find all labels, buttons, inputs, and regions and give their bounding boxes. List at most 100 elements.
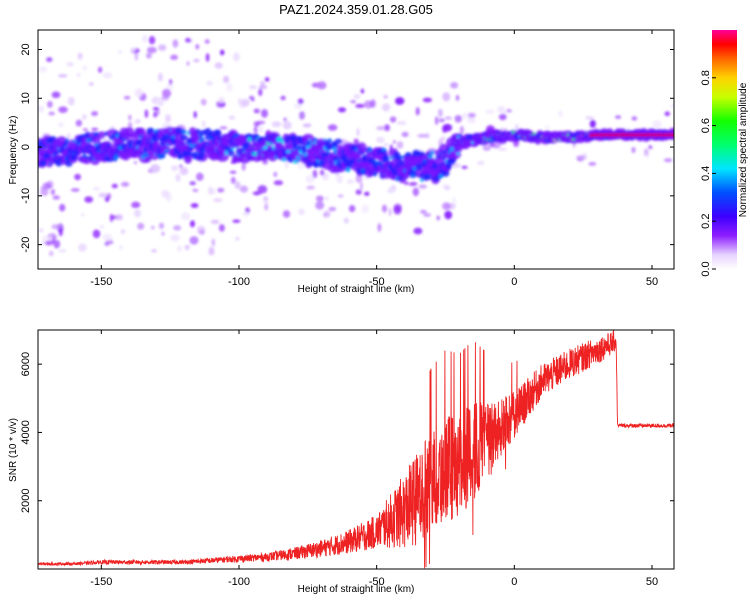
heatmap-noise-blob [223,75,230,83]
heatmap-band-blob [447,157,457,164]
heatmap-band-blob [430,150,435,156]
heatmap-noise-blob [189,181,196,186]
heatmap-noise-blob [50,189,56,195]
heatmap-band-blob [85,155,89,159]
heatmap-band-blob [313,160,320,168]
heatmap-noise-blob [438,118,445,123]
x-tick-label: -100 [228,276,250,288]
heatmap-noise-blob [461,165,468,169]
heatmap-noise-blob [218,102,226,107]
heatmap-noise-blob [257,185,268,194]
heatmap-noise-blob [128,114,132,121]
heatmap-noise-blob [343,217,349,224]
heatmap-noise-blob [133,160,138,165]
heatmap-noise-blob [248,85,257,90]
heatmap-noise-blob [81,213,85,217]
heatmap-noise-blob [158,222,165,230]
heatmap-noise-blob [409,181,418,186]
x-tick-label: -150 [90,276,112,288]
x-tick-label: -50 [369,576,385,588]
heatmap-noise-blob [376,136,385,144]
heatmap-noise-blob [130,47,136,52]
heatmap-noise-blob [242,212,250,217]
heatmap-noise-blob [144,109,149,118]
heatmap-noise-blob [558,110,563,118]
heatmap-noise-blob [258,85,268,90]
heatmap-noise-blob [190,220,195,228]
heatmap-noise-blob [452,196,456,205]
heatmap-band-blob [388,156,395,160]
heatmap-noise-blob [544,125,550,129]
heatmap-noise-blob [121,229,125,234]
heatmap-noise-blob [241,162,246,171]
heatmap-noise-blob [506,109,512,113]
heatmap-noise-blob [393,205,402,215]
heatmap-band-blob [173,151,177,155]
heatmap-noise-blob [92,229,101,239]
heatmap-noise-blob [355,174,363,183]
heatmap-band-blob [333,149,337,155]
heatmap-noise-blob [66,62,74,67]
heatmap-noise-blob [118,50,122,54]
heatmap-noise-blob [328,206,337,212]
heatmap-noise-blob [284,161,289,169]
heatmap-noise-blob [497,105,506,114]
heatmap-noise-blob [162,88,172,98]
heatmap-band-blob [327,138,333,143]
heatmap-noise-blob [42,235,48,240]
heatmap-noise-blob [210,219,220,224]
heatmap-noise-blob [459,125,465,135]
heatmap-noise-blob [363,100,373,109]
heatmap-noise-blob [442,92,451,102]
x-tick-label: 50 [646,576,658,588]
heatmap-noise-blob [153,111,158,118]
heatmap-noise-blob [172,39,179,48]
heatmap-noise-blob [40,186,49,190]
heatmap-noise-blob [264,202,269,211]
heatmap-blobs [38,34,674,257]
heatmap-noise-blob [161,189,170,198]
heatmap-noise-blob [376,126,386,131]
colorbar-tick-label: 0.8 [700,70,712,85]
heatmap-noise-blob [154,99,165,106]
y-tick-label: 20 [20,43,32,55]
heatmap-noise-blob [316,81,327,90]
heatmap-noise-blob [38,66,48,73]
heatmap-noise-blob [631,116,638,121]
heatmap-noise-blob [193,111,197,119]
heatmap-band-blob [195,128,201,134]
heatmap-noise-blob [97,66,103,74]
heatmap-noise-blob [434,116,439,125]
heatmap-noise-blob [264,77,270,82]
heatmap-noise-blob [320,169,325,176]
heatmap-band-blob [379,162,384,167]
heatmap-noise-blob [297,162,305,170]
heatmap-noise-blob [239,185,248,193]
heatmap-noise-blob [166,82,174,91]
heatmap-noise-blob [51,91,61,99]
heatmap-noise-blob [197,225,206,235]
heatmap-noise-blob [392,140,396,144]
heatmap-noise-blob [41,238,46,247]
heatmap-noise-blob [179,164,183,168]
heatmap-noise-blob [422,97,432,103]
heatmap-noise-blob [176,245,183,252]
heatmap-noise-blob [40,188,49,196]
snr-y-axis-label: SNR (10 * v/v) [8,418,19,482]
heatmap-noise-blob [259,125,263,134]
spectrogram-x-ticks: -150 -100 -50 0 50 [90,30,658,288]
heatmap-noise-blob [70,188,80,192]
heatmap-noise-blob [663,158,673,163]
heatmap-noise-blob [412,187,419,197]
heatmap-noise-blob [189,236,199,245]
heatmap-noise-blob [111,183,118,189]
heatmap-noise-blob [415,107,420,116]
heatmap-noise-blob [652,120,662,128]
spectrogram-frame [37,29,675,270]
heatmap-noise-blob [252,191,262,195]
heatmap-band-blob [301,148,308,154]
heatmap-noise-blob [232,219,241,223]
heatmap-noise-blob [383,143,389,147]
heatmap-noise-blob [206,80,214,86]
heatmap-noise-blob [105,239,114,245]
